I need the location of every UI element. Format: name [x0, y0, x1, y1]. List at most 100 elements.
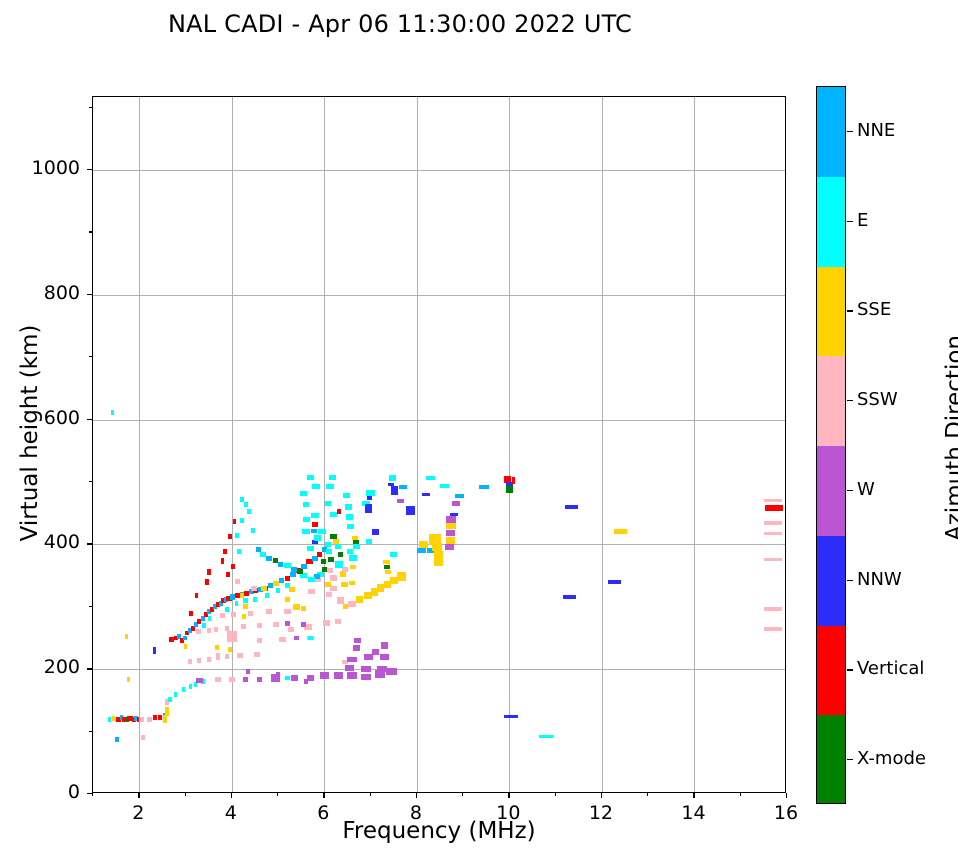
echo-point: [167, 696, 172, 702]
page-title: NAL CADI - Apr 06 11:30:00 2022 UTC: [167, 10, 633, 38]
x-axis-label: Frequency (MHz): [342, 818, 536, 844]
echo-point: [237, 652, 243, 658]
x-tick-label: 12: [588, 802, 614, 824]
echo-point: [389, 576, 398, 585]
echo-point: [116, 717, 121, 723]
echo-point: [230, 593, 236, 600]
y-tick: [87, 668, 92, 670]
y-tick-minor: [89, 605, 92, 607]
echo-point: [202, 623, 206, 628]
y-tick: [87, 293, 92, 296]
echo-point: [363, 653, 373, 660]
echo-point: [377, 584, 385, 592]
echo-point: [279, 578, 285, 584]
echo-point: [215, 652, 221, 658]
echo-point: [165, 698, 169, 705]
echo-point: [341, 659, 349, 664]
gridline-horizontal: [93, 170, 785, 171]
echo-point: [613, 529, 628, 535]
echo-point: [181, 686, 185, 692]
echo-point: [277, 561, 284, 567]
y-tick-label: 400: [43, 531, 80, 554]
echo-point: [366, 490, 375, 497]
echo-point: [251, 528, 256, 534]
echo-point: [206, 628, 211, 633]
echo-point: [764, 627, 782, 632]
echo-point: [256, 638, 263, 643]
echo-point: [355, 595, 364, 604]
echo-point: [108, 716, 112, 722]
echo-point: [326, 568, 334, 574]
y-tick-minor: [89, 481, 92, 483]
colorbar-tick: [847, 759, 853, 761]
gridline-vertical: [694, 97, 696, 792]
echo-point: [240, 624, 247, 630]
x-tick: [415, 793, 418, 798]
echo-point: [347, 656, 357, 662]
echo-point: [353, 544, 360, 550]
echo-point: [147, 716, 152, 722]
echo-point: [152, 715, 158, 721]
echo-point: [287, 626, 295, 632]
echo-point: [321, 546, 328, 552]
echo-point: [353, 644, 361, 652]
echo-point: [313, 576, 322, 583]
x-tick-label: 8: [409, 802, 422, 824]
colorbar-label-ssw: SSW: [857, 389, 898, 411]
echo-point: [197, 657, 202, 663]
echo-point: [235, 533, 240, 539]
x-tick-minor: [369, 793, 371, 796]
echo-point: [194, 621, 199, 627]
echo-point: [291, 566, 297, 572]
echo-point: [141, 735, 145, 741]
echo-point: [226, 595, 232, 601]
echo-point: [349, 564, 357, 569]
echo-point: [290, 571, 296, 577]
echo-point: [316, 551, 323, 557]
echo-point: [303, 679, 309, 685]
echo-point: [433, 558, 443, 566]
echo-point: [266, 555, 272, 561]
echo-point: [293, 635, 300, 641]
echo-point: [131, 716, 136, 722]
echo-point: [346, 549, 353, 555]
echo-point: [234, 600, 239, 606]
echo-point: [197, 619, 202, 625]
echo-point: [163, 714, 167, 724]
echo-point: [165, 707, 169, 716]
echo-point: [221, 598, 226, 604]
echo-point: [251, 585, 257, 591]
echo-point: [184, 630, 189, 636]
echo-point: [289, 586, 295, 592]
echo-point: [243, 604, 248, 610]
gridline-vertical: [231, 97, 233, 792]
echo-point: [275, 588, 281, 594]
echo-point: [396, 498, 404, 503]
echo-point: [268, 583, 274, 589]
echo-point: [333, 672, 343, 679]
echo-point: [445, 530, 455, 537]
echo-point: [433, 550, 443, 559]
echo-point: [219, 613, 226, 619]
colorbar-segment-sse: [817, 266, 845, 357]
echo-point: [225, 654, 230, 660]
echo-point: [365, 539, 372, 545]
gridline-vertical: [416, 97, 418, 792]
echo-point: [306, 474, 315, 480]
echo-point: [134, 716, 138, 721]
echo-point: [261, 585, 267, 591]
echo-point: [608, 579, 622, 584]
echo-point: [347, 672, 357, 679]
echo-point: [112, 716, 116, 721]
echo-point: [387, 482, 395, 487]
echo-point: [234, 579, 241, 585]
echo-point: [304, 623, 312, 630]
gridline-horizontal: [93, 294, 785, 296]
echo-point: [333, 539, 339, 545]
echo-point: [226, 631, 237, 643]
echo-point: [284, 609, 291, 615]
echo-point: [279, 636, 286, 642]
echo-point: [124, 634, 128, 640]
echo-point: [330, 585, 337, 591]
